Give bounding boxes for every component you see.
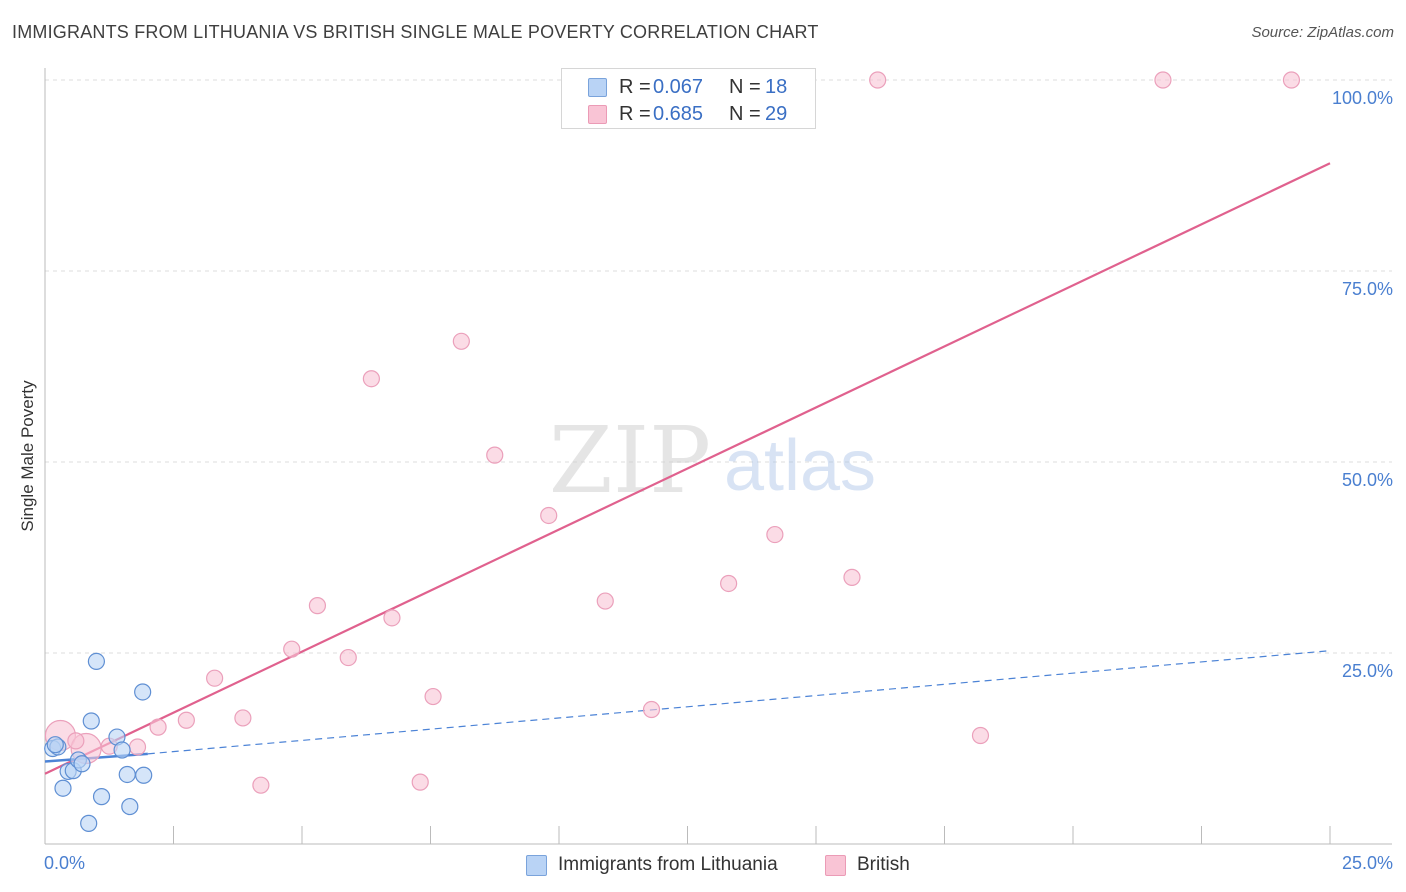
y-tick-label: 75.0% bbox=[1342, 279, 1393, 299]
data-point-lithuania bbox=[121, 797, 139, 816]
data-point-british bbox=[424, 687, 442, 706]
data-point-british bbox=[452, 332, 470, 350]
data-point-british bbox=[486, 446, 504, 464]
stats-row-british: R = 0.685 N = 29 bbox=[588, 101, 787, 127]
data-point-lithuania bbox=[87, 652, 106, 671]
trend-line-british bbox=[44, 162, 1331, 775]
stats-row-lithuania: R = 0.067 N = 18 bbox=[588, 74, 787, 100]
legend-label-british: British bbox=[857, 854, 910, 875]
n-value: 29 bbox=[765, 102, 788, 125]
y-tick-label: 25.0% bbox=[1342, 661, 1393, 681]
x-tick-label: 0.0% bbox=[44, 853, 85, 873]
series-legend: Immigrants from Lithuania British bbox=[0, 851, 1406, 879]
tick-label-layer: 25.0% 50.0% 75.0% 100.0% 0.0% 25.0% bbox=[44, 88, 1393, 873]
data-point-british bbox=[67, 732, 85, 750]
data-point-lithuania bbox=[118, 765, 136, 784]
data-point-british bbox=[1154, 71, 1172, 89]
y-tick-label: 50.0% bbox=[1342, 470, 1393, 490]
data-point-british bbox=[252, 776, 270, 794]
data-point-lithuania bbox=[82, 712, 100, 730]
data-point-lithuania bbox=[135, 766, 153, 784]
data-point-lithuania bbox=[54, 779, 72, 797]
data-point-british bbox=[1282, 71, 1301, 89]
legend-label-lithuania: Immigrants from Lithuania bbox=[558, 854, 778, 875]
points-layer bbox=[44, 71, 1301, 832]
data-point-lithuania bbox=[92, 788, 111, 806]
stats-swatch-lithuania bbox=[588, 77, 607, 97]
data-point-british bbox=[149, 718, 167, 736]
n-label: N = bbox=[729, 102, 761, 125]
data-point-british bbox=[766, 525, 784, 544]
data-point-british bbox=[971, 726, 990, 745]
data-point-british bbox=[869, 71, 887, 89]
data-point-british bbox=[642, 700, 661, 719]
data-point-british bbox=[128, 738, 147, 756]
data-point-lithuania bbox=[73, 755, 91, 773]
data-point-british bbox=[206, 669, 224, 687]
n-label: N = bbox=[729, 75, 761, 98]
watermark: ZIP atlas bbox=[549, 407, 876, 514]
r-value: 0.685 bbox=[653, 102, 704, 125]
stats-legend: R = 0.067 N = 18 R = 0.685 N = 29 bbox=[561, 68, 816, 129]
data-point-british bbox=[308, 597, 327, 615]
r-value: 0.067 bbox=[653, 75, 704, 98]
legend-item-british[interactable]: British bbox=[825, 851, 910, 879]
watermark-atlas: atlas bbox=[724, 426, 876, 506]
data-point-british bbox=[596, 592, 614, 610]
legend-swatch-lithuania bbox=[526, 854, 547, 876]
data-point-lithuania bbox=[134, 683, 152, 701]
data-point-british bbox=[720, 574, 738, 593]
chart-title: IMMIGRANTS FROM LITHUANIA VS BRITISH SIN… bbox=[12, 22, 819, 42]
watermark-zip: ZIP bbox=[549, 407, 711, 514]
data-point-british bbox=[234, 709, 252, 727]
trend-line-lithuania-dashed bbox=[147, 650, 1331, 755]
data-point-british bbox=[843, 568, 861, 586]
data-point-lithuania bbox=[46, 736, 64, 754]
data-point-british bbox=[177, 711, 195, 729]
x-tick-label: 25.0% bbox=[1342, 853, 1393, 873]
stats-swatch-british bbox=[588, 104, 607, 124]
n-value: 18 bbox=[765, 75, 788, 98]
trend-layer bbox=[44, 162, 1331, 775]
data-point-british bbox=[383, 609, 401, 627]
data-point-lithuania bbox=[113, 741, 131, 759]
r-label: R = bbox=[619, 102, 651, 125]
data-point-british bbox=[411, 773, 429, 791]
data-point-british bbox=[540, 506, 558, 525]
legend-item-lithuania[interactable]: Immigrants from Lithuania bbox=[526, 851, 778, 879]
grid-layer bbox=[45, 79, 1392, 654]
axis-layer bbox=[44, 68, 1392, 845]
data-point-british bbox=[283, 640, 301, 658]
source-label: Source: ZipAtlas.com bbox=[1251, 24, 1394, 41]
data-point-british bbox=[339, 648, 357, 667]
data-point-lithuania bbox=[80, 814, 98, 832]
r-label: R = bbox=[619, 75, 651, 98]
data-point-british bbox=[362, 370, 380, 388]
y-tick-label: 100.0% bbox=[1332, 88, 1393, 108]
legend-swatch-british bbox=[825, 854, 846, 876]
